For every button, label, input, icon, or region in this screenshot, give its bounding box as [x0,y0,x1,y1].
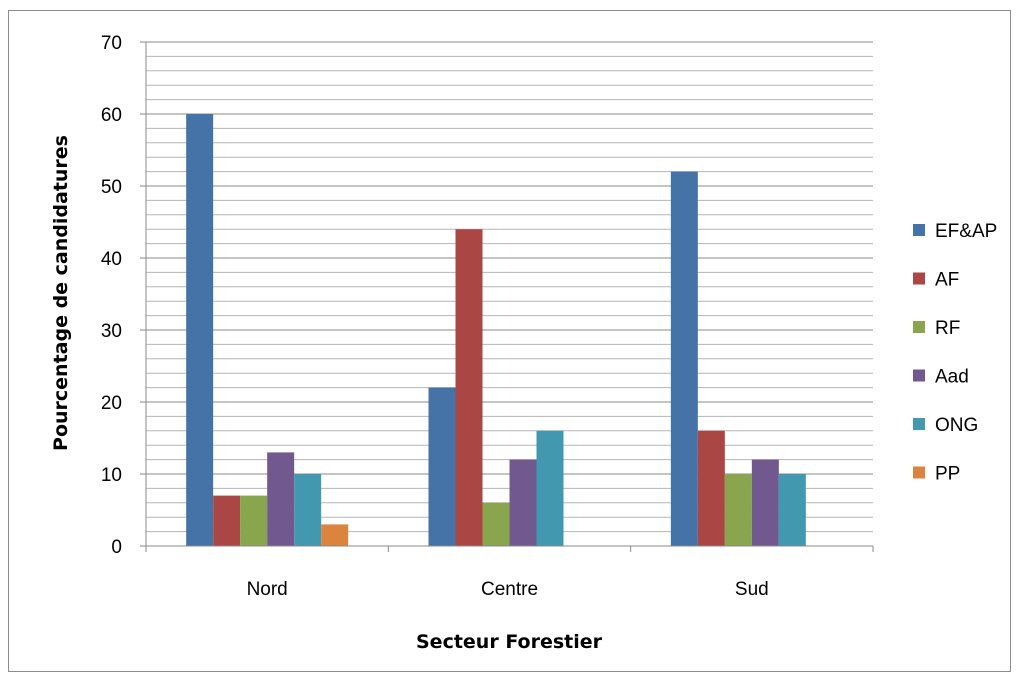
bar-aad-nord [267,452,295,546]
legend-label: AF [935,270,959,291]
bar-ong-nord [294,474,322,546]
x-tick-labels: Nord Centre Sud [247,579,769,600]
y-tick-label: 30 [101,321,122,342]
legend-item: RF [913,318,960,339]
bar-ef-ap-nord [186,114,214,546]
x-axis-title: Secteur Forestier [416,631,603,653]
bar-ef-ap-centre [428,387,456,546]
bar-rf-sud [724,474,752,546]
legend-item: PP [913,464,960,485]
legend-item: AF [913,270,959,291]
y-tick-label: 0 [111,537,122,558]
bar-af-nord [213,495,241,546]
bar-aad-centre [509,459,537,546]
y-tick-label: 40 [101,249,122,270]
chart-frame [8,10,1011,672]
bar-ong-sud [778,474,806,546]
bar-pp-nord [321,524,349,546]
y-tick-label: 60 [101,105,122,126]
bar-ong-centre [536,430,564,546]
y-tick-label: 50 [101,177,122,198]
x-tick-label: Sud [735,579,769,600]
axes [140,41,874,552]
bars [186,114,806,546]
y-axis-title: Pourcentage de candidatures [50,135,72,451]
legend-label: RF [935,318,960,339]
y-tick-label: 10 [101,465,122,486]
y-tick-label: 20 [101,393,122,414]
y-tick-labels: 0 10 20 30 40 50 60 70 [101,33,122,558]
legend-swatch [913,466,925,479]
legend-item: EF&AP [913,221,997,242]
bar-ef-ap-sud [670,171,698,546]
legend-label: Aad [935,367,969,388]
legend-label: EF&AP [935,221,997,242]
bar-af-centre [455,229,483,546]
legend-swatch [913,321,925,333]
bar-rf-nord [240,495,268,546]
legend-swatch [913,369,925,382]
legend-item: ONG [913,415,978,436]
legend-swatch [913,272,925,285]
bar-rf-centre [482,502,510,546]
bar-af-sud [697,430,725,546]
legend-swatch [913,224,925,236]
legend-label: ONG [935,415,978,436]
legend: EF&AP AF RF Aad ONG PP [913,221,997,485]
bar-aad-sud [751,459,779,546]
gridlines [146,41,873,533]
x-tick-label: Nord [247,579,288,600]
y-tick-label: 70 [101,33,122,54]
x-tick-label: Centre [481,579,538,600]
legend-swatch [913,418,925,430]
legend-item: Aad [913,367,969,388]
legend-label: PP [935,464,960,485]
